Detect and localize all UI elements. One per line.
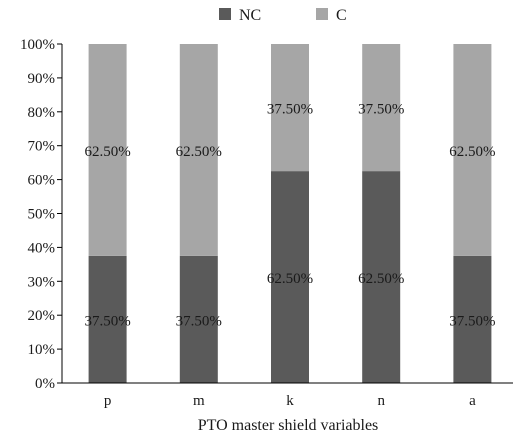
data-label: 62.50% bbox=[84, 144, 130, 160]
data-label: 37.50% bbox=[267, 102, 313, 118]
data-label: 62.50% bbox=[267, 271, 313, 287]
y-tick-label: 0% bbox=[35, 376, 55, 392]
y-tick-label: 60% bbox=[28, 173, 56, 189]
y-tick-label: 40% bbox=[28, 240, 56, 256]
bar-segment-c bbox=[453, 44, 492, 256]
data-label: 37.50% bbox=[176, 313, 222, 329]
legend: NC C bbox=[219, 7, 347, 24]
bars bbox=[88, 44, 492, 383]
data-labels: 37.50% 62.50% 37.50% 62.50% 62.50% 37.50% 62.5… bbox=[84, 102, 495, 330]
legend-swatch-nc bbox=[219, 8, 231, 20]
bar-segment-c bbox=[271, 44, 309, 172]
legend-label-nc: NC bbox=[239, 7, 261, 24]
y-tick-label: 90% bbox=[28, 71, 56, 87]
x-axis-title: PTO master shield variables bbox=[198, 417, 379, 434]
bar-segment-nc bbox=[362, 171, 401, 383]
legend-label-c: C bbox=[336, 7, 347, 24]
x-tick-label: n bbox=[377, 393, 385, 409]
data-label: 62.50% bbox=[449, 144, 495, 160]
data-label: 62.50% bbox=[358, 271, 404, 287]
y-tick-label: 30% bbox=[28, 274, 56, 290]
y-ticks: 0% 10% 20% 30% 40% 50% 60% 70% 80% 90% 100% bbox=[20, 37, 62, 392]
bar-segment-nc bbox=[271, 171, 309, 383]
x-tick-label: a bbox=[469, 393, 476, 409]
y-tick-label: 80% bbox=[28, 105, 56, 121]
x-tick-label: p bbox=[104, 393, 112, 409]
x-tick-label: k bbox=[286, 393, 294, 409]
legend-swatch-c bbox=[316, 8, 328, 20]
x-tick-label: m bbox=[193, 393, 205, 409]
data-label: 37.50% bbox=[84, 313, 130, 329]
y-tick-label: 100% bbox=[20, 37, 55, 53]
bar-segment-nc bbox=[179, 255, 218, 383]
y-tick-label: 50% bbox=[28, 207, 56, 223]
bar-segment-nc bbox=[88, 255, 127, 383]
bar-segment-c bbox=[88, 44, 127, 256]
data-label: 37.50% bbox=[449, 313, 495, 329]
bar-segment-c bbox=[179, 44, 218, 256]
bar-segment-nc bbox=[453, 255, 492, 383]
data-label: 37.50% bbox=[358, 102, 404, 118]
y-tick-label: 20% bbox=[28, 308, 56, 324]
y-tick-label: 70% bbox=[28, 139, 56, 155]
y-tick-label: 10% bbox=[28, 342, 56, 358]
bar-segment-c bbox=[362, 44, 401, 172]
data-label: 62.50% bbox=[176, 144, 222, 160]
